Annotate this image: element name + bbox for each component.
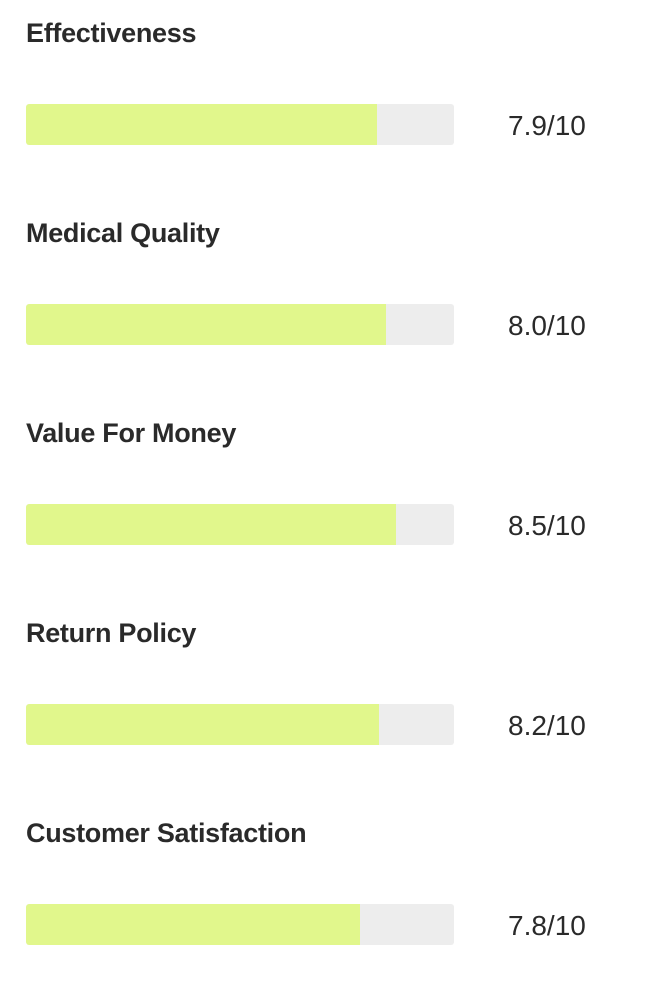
rating-bar-track (26, 504, 454, 545)
rating-label: Medical Quality (26, 218, 220, 248)
rating-score: 7.9/10 (508, 110, 586, 141)
rating-bar-fill (26, 104, 377, 145)
rating-bar-track (26, 904, 454, 945)
rating-return-policy: Return Policy 8.2/10 (26, 600, 646, 760)
rating-bar-fill (26, 904, 360, 945)
rating-score: 8.5/10 (508, 510, 586, 541)
rating-bar-fill (26, 504, 397, 545)
rating-bar-track (26, 104, 454, 145)
rating-bar-fill (26, 704, 380, 745)
rating-value-for-money: Value For Money 8.5/10 (26, 400, 646, 560)
rating-label: Customer Satisfaction (26, 818, 307, 848)
rating-label: Value For Money (26, 418, 237, 448)
rating-label: Return Policy (26, 618, 197, 648)
rating-bar-fill (26, 304, 386, 345)
rating-bar-track (26, 304, 454, 345)
rating-score: 8.0/10 (508, 310, 586, 341)
rating-score: 8.2/10 (508, 710, 586, 741)
rating-effectiveness: Effectiveness 7.9/10 (26, 0, 646, 160)
rating-customer-satisfaction: Customer Satisfaction 7.8/10 (26, 800, 646, 960)
rating-score: 7.8/10 (508, 910, 586, 941)
rating-medical-quality: Medical Quality 8.0/10 (26, 200, 646, 360)
rating-label: Effectiveness (26, 18, 197, 48)
rating-bar-track (26, 704, 454, 745)
